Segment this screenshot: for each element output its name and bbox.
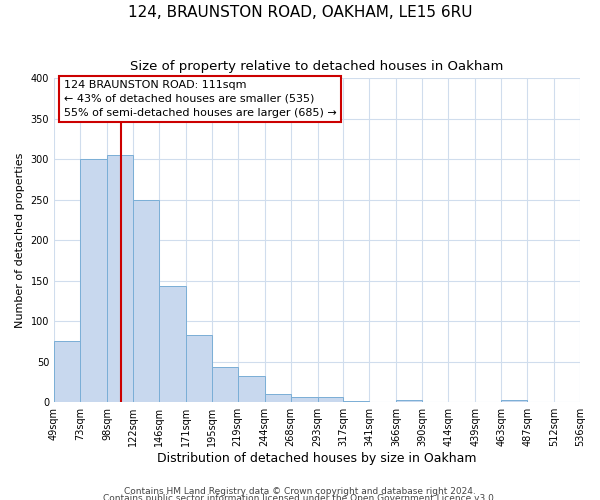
Y-axis label: Number of detached properties: Number of detached properties (15, 152, 25, 328)
Bar (80, 160, 107, 402)
Bar (265, 394, 290, 402)
Text: Contains public sector information licensed under the Open Government Licence v3: Contains public sector information licen… (103, 494, 497, 500)
Bar (186, 335, 212, 402)
Bar (54, 342, 80, 402)
Bar (107, 156, 133, 402)
Bar (501, 400, 527, 402)
Bar (580, 400, 600, 402)
Bar (317, 396, 343, 402)
Title: Size of property relative to detached houses in Oakham: Size of property relative to detached ho… (130, 60, 504, 73)
Bar (343, 400, 370, 402)
Bar (159, 286, 186, 402)
Text: 124 BRAUNSTON ROAD: 111sqm
← 43% of detached houses are smaller (535)
55% of sem: 124 BRAUNSTON ROAD: 111sqm ← 43% of deta… (64, 80, 337, 118)
Text: Contains HM Land Registry data © Crown copyright and database right 2024.: Contains HM Land Registry data © Crown c… (124, 487, 476, 496)
Bar (290, 398, 317, 402)
Bar (238, 376, 265, 402)
Bar (212, 368, 238, 402)
Bar (397, 400, 422, 402)
Text: 124, BRAUNSTON ROAD, OAKHAM, LE15 6RU: 124, BRAUNSTON ROAD, OAKHAM, LE15 6RU (128, 5, 472, 20)
Bar (133, 200, 159, 402)
X-axis label: Distribution of detached houses by size in Oakham: Distribution of detached houses by size … (157, 452, 477, 465)
